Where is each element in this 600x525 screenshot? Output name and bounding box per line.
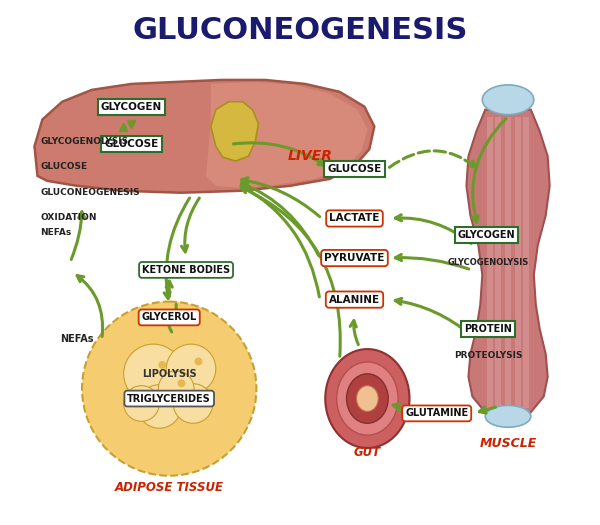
Circle shape <box>124 344 183 404</box>
Circle shape <box>178 380 185 387</box>
Text: OXIDATION: OXIDATION <box>40 213 97 222</box>
Text: NEFAs: NEFAs <box>40 228 71 237</box>
Text: GLUCOSE: GLUCOSE <box>40 162 88 171</box>
Ellipse shape <box>337 362 398 435</box>
Polygon shape <box>487 117 493 408</box>
Ellipse shape <box>347 374 388 423</box>
Text: ADIPOSE TISSUE: ADIPOSE TISSUE <box>115 481 224 494</box>
Circle shape <box>173 384 213 423</box>
Polygon shape <box>34 80 374 193</box>
Polygon shape <box>495 117 501 408</box>
Circle shape <box>143 394 151 402</box>
Circle shape <box>158 361 166 369</box>
Ellipse shape <box>356 386 378 412</box>
Text: TRIGLYCERIDES: TRIGLYCERIDES <box>127 394 211 404</box>
Text: GLYCEROL: GLYCEROL <box>142 312 197 322</box>
Circle shape <box>158 371 194 406</box>
Polygon shape <box>523 117 529 408</box>
Circle shape <box>137 385 181 428</box>
Text: GLUCOSE: GLUCOSE <box>104 139 158 149</box>
Text: ALANINE: ALANINE <box>329 295 380 304</box>
Text: PROTEOLYSIS: PROTEOLYSIS <box>454 351 523 360</box>
Circle shape <box>166 344 216 394</box>
Text: GLUCONEOGENESIS: GLUCONEOGENESIS <box>133 16 467 45</box>
Circle shape <box>194 358 202 365</box>
Text: MUSCLE: MUSCLE <box>479 437 536 449</box>
Text: LIPOLYSIS: LIPOLYSIS <box>142 369 197 379</box>
Circle shape <box>162 396 170 404</box>
Text: LIVER: LIVER <box>287 149 332 163</box>
Polygon shape <box>206 82 367 188</box>
Text: PYRUVATE: PYRUVATE <box>325 253 385 263</box>
Ellipse shape <box>325 349 409 448</box>
Polygon shape <box>515 117 521 408</box>
Text: LACTATE: LACTATE <box>329 214 380 224</box>
Text: NEFAs: NEFAs <box>60 334 94 344</box>
Text: KETONE BODIES: KETONE BODIES <box>142 265 230 275</box>
Text: GLYCOGENOLYSIS: GLYCOGENOLYSIS <box>448 258 529 267</box>
Polygon shape <box>466 110 550 418</box>
Text: GLUCOSE: GLUCOSE <box>328 164 382 174</box>
Text: GLYCOGENOLYSIS: GLYCOGENOLYSIS <box>40 137 128 146</box>
Text: GLYCOGEN: GLYCOGEN <box>101 102 162 112</box>
Ellipse shape <box>482 85 534 114</box>
Text: PROTEIN: PROTEIN <box>464 324 512 334</box>
Circle shape <box>124 386 160 421</box>
Text: GLUTAMINE: GLUTAMINE <box>405 408 468 418</box>
Circle shape <box>195 394 203 402</box>
Text: GLYCOGEN: GLYCOGEN <box>457 230 515 240</box>
Text: GLUCONEOGENESIS: GLUCONEOGENESIS <box>40 188 140 197</box>
Ellipse shape <box>485 405 531 427</box>
Polygon shape <box>505 117 511 408</box>
Text: GUT: GUT <box>354 446 381 459</box>
Circle shape <box>82 301 256 476</box>
Polygon shape <box>211 102 259 161</box>
